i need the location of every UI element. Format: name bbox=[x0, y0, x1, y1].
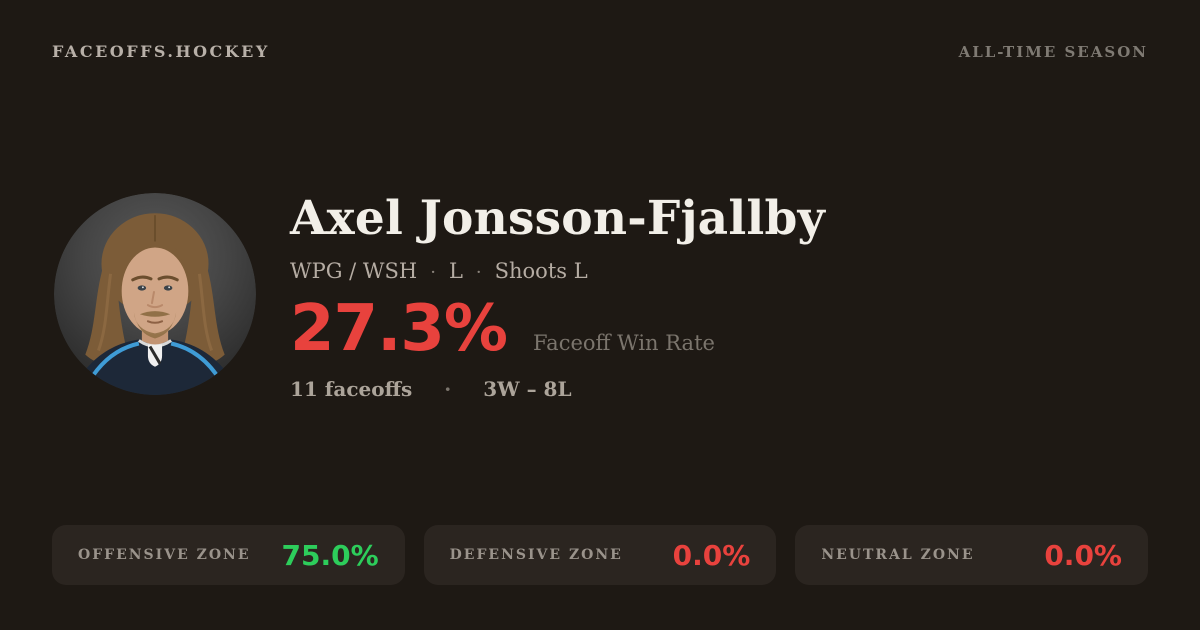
zone-label: NEUTRAL ZONE bbox=[821, 547, 975, 563]
win-loss-record: 3W – 8L bbox=[483, 376, 572, 401]
player-teams: WPG / WSH bbox=[290, 258, 418, 283]
player-position: L bbox=[448, 258, 463, 283]
season-label: ALL-TIME SEASON bbox=[958, 43, 1148, 61]
zone-card-neutral: NEUTRAL ZONE 0.0% bbox=[795, 525, 1148, 585]
faceoff-stats-line: 11 faceoffs · 3W – 8L bbox=[290, 377, 825, 401]
player-info: Axel Jonsson-Fjallby WPG / WSH · L · Sho… bbox=[290, 193, 825, 401]
zone-value: 0.0% bbox=[672, 538, 751, 572]
separator-dot: · bbox=[444, 376, 452, 401]
player-headshot-illustration bbox=[54, 193, 256, 395]
player-headshot bbox=[54, 193, 256, 395]
zone-card-defensive: DEFENSIVE ZONE 0.0% bbox=[423, 525, 777, 585]
win-rate-row: 27.3% Faceoff Win Rate bbox=[290, 297, 825, 361]
zone-label: DEFENSIVE ZONE bbox=[449, 547, 623, 563]
zone-card-offensive: OFFENSIVE ZONE 75.0% bbox=[52, 525, 405, 585]
player-shoots: Shoots L bbox=[494, 258, 588, 283]
zone-stats-row: OFFENSIVE ZONE 75.0% DEFENSIVE ZONE 0.0%… bbox=[52, 525, 1148, 585]
faceoff-win-rate-value: 27.3% bbox=[290, 291, 508, 366]
separator-dot: · bbox=[475, 261, 482, 283]
player-meta: WPG / WSH · L · Shoots L bbox=[290, 259, 825, 283]
player-name: Axel Jonsson-Fjallby bbox=[290, 191, 826, 246]
brand-logo-text: FACEOFFS.HOCKEY bbox=[52, 42, 270, 61]
zone-value: 0.0% bbox=[1044, 538, 1122, 572]
separator-dot: · bbox=[430, 261, 436, 283]
zone-value: 75.0% bbox=[281, 538, 379, 572]
header: FACEOFFS.HOCKEY ALL-TIME SEASON bbox=[52, 42, 1148, 61]
faceoff-win-rate-label: Faceoff Win Rate bbox=[533, 330, 715, 355]
zone-label: OFFENSIVE ZONE bbox=[78, 547, 251, 563]
player-profile: Axel Jonsson-Fjallby WPG / WSH · L · Sho… bbox=[54, 193, 1148, 401]
faceoff-count: 11 faceoffs bbox=[290, 376, 413, 401]
